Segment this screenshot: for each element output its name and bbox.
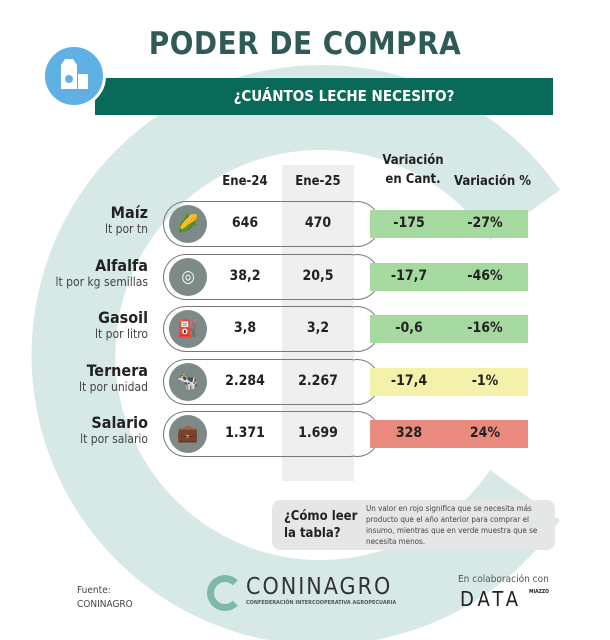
header-var-pct: Variación % xyxy=(454,174,531,189)
value-var-cant: 328 xyxy=(395,425,423,441)
header-var-cant-2: en Cant. xyxy=(385,172,441,187)
variation-bar xyxy=(370,210,528,238)
variation-bar xyxy=(370,420,528,448)
row-unit: lt por kg semillas xyxy=(55,274,148,289)
row-name: Salario xyxy=(91,413,148,432)
header-ene24: Ene-24 xyxy=(222,174,268,189)
coninagro-logo: CONINAGRO xyxy=(246,574,393,600)
header-ene25: Ene-25 xyxy=(295,174,341,189)
row-unit: lt por tn xyxy=(104,222,148,236)
milk-carton-icon xyxy=(42,44,106,108)
value-var-pct: 24% xyxy=(469,425,501,441)
value-ene24: 646 xyxy=(231,215,259,231)
source-label: Fuente: xyxy=(77,585,111,596)
fuel-pump-icon: ⛽ xyxy=(169,310,207,348)
collab-label: En colaboración con xyxy=(458,574,549,585)
subtitle-banner: ¿CUÁNTOS LECHE NECESITO? xyxy=(95,78,553,115)
value-var-cant: -17,7 xyxy=(390,267,428,284)
row-label: Alfalfa lt por kg semillas xyxy=(8,256,148,289)
value-ene25: 20,5 xyxy=(302,267,334,284)
value-var-pct: -1% xyxy=(471,372,499,389)
help-question-line: ¿Cómo leer xyxy=(284,509,358,524)
coninagro-logo-icon xyxy=(207,575,243,611)
variation-bar xyxy=(370,262,528,291)
row-label: Salario lt por salario xyxy=(8,413,148,446)
data-logo-sup: MIAZZO xyxy=(529,589,549,595)
briefcase-icon: 💼 xyxy=(169,415,207,453)
value-ene25: 1.699 xyxy=(298,425,338,441)
value-ene24: 38,2 xyxy=(229,267,261,284)
row-pill xyxy=(163,306,373,352)
value-ene25: 470 xyxy=(304,215,332,231)
help-text: Un valor en rojo significa que se necesi… xyxy=(366,504,538,546)
row-pill xyxy=(163,411,373,457)
cow-icon: 🐄 xyxy=(169,362,207,401)
source-value: CONINAGRO xyxy=(77,599,133,610)
header-var-cant-1: Variación xyxy=(382,153,444,168)
value-ene24: 2.284 xyxy=(225,372,265,389)
row-unit: lt por unidad xyxy=(79,379,148,394)
row-unit: lt por litro xyxy=(95,327,148,341)
row-pill xyxy=(163,358,373,405)
row-unit: lt por salario xyxy=(80,432,148,446)
source: Fuente: CONINAGRO xyxy=(77,584,133,612)
coninagro-subtitle: Confederación Intercooperativa Agropecua… xyxy=(246,600,397,606)
value-var-pct: -16% xyxy=(467,320,503,336)
row-label: Ternera lt por unidad xyxy=(8,361,148,394)
help-question-line: la tabla? xyxy=(284,526,341,541)
help-box: ¿Cómo leer la tabla? Un valor en rojo sig… xyxy=(272,500,555,550)
value-ene25: 2.267 xyxy=(298,372,338,389)
variation-bar xyxy=(370,315,528,343)
row-name: Ternera xyxy=(86,360,148,380)
row-label: Gasoil lt por litro xyxy=(8,308,148,341)
row-label: Maíz lt por tn xyxy=(8,203,148,236)
row-name: Gasoil xyxy=(98,308,148,327)
row-name: Alfalfa xyxy=(95,255,148,275)
corn-icon: 🌽 xyxy=(169,205,207,243)
value-ene25: 3,2 xyxy=(306,320,330,336)
ene25-column-bg xyxy=(282,165,354,481)
row-name: Maíz xyxy=(110,203,148,222)
value-ene24: 3,8 xyxy=(233,320,257,336)
variation-bar xyxy=(370,367,528,396)
data-logo: DATA xyxy=(460,587,522,611)
value-ene24: 1.371 xyxy=(225,425,265,441)
hay-bale-icon: ◎ xyxy=(169,257,207,296)
help-question: ¿Cómo leer la tabla? xyxy=(284,508,357,542)
row-pill xyxy=(163,253,373,300)
value-var-cant: -0,6 xyxy=(395,320,423,336)
value-var-pct: -27% xyxy=(467,215,503,231)
page-title: PODER DE COMPRA xyxy=(148,26,462,62)
value-var-cant: -17,4 xyxy=(390,372,428,389)
row-pill xyxy=(163,201,373,247)
value-var-cant: -175 xyxy=(393,215,425,231)
value-var-pct: -46% xyxy=(467,267,503,284)
